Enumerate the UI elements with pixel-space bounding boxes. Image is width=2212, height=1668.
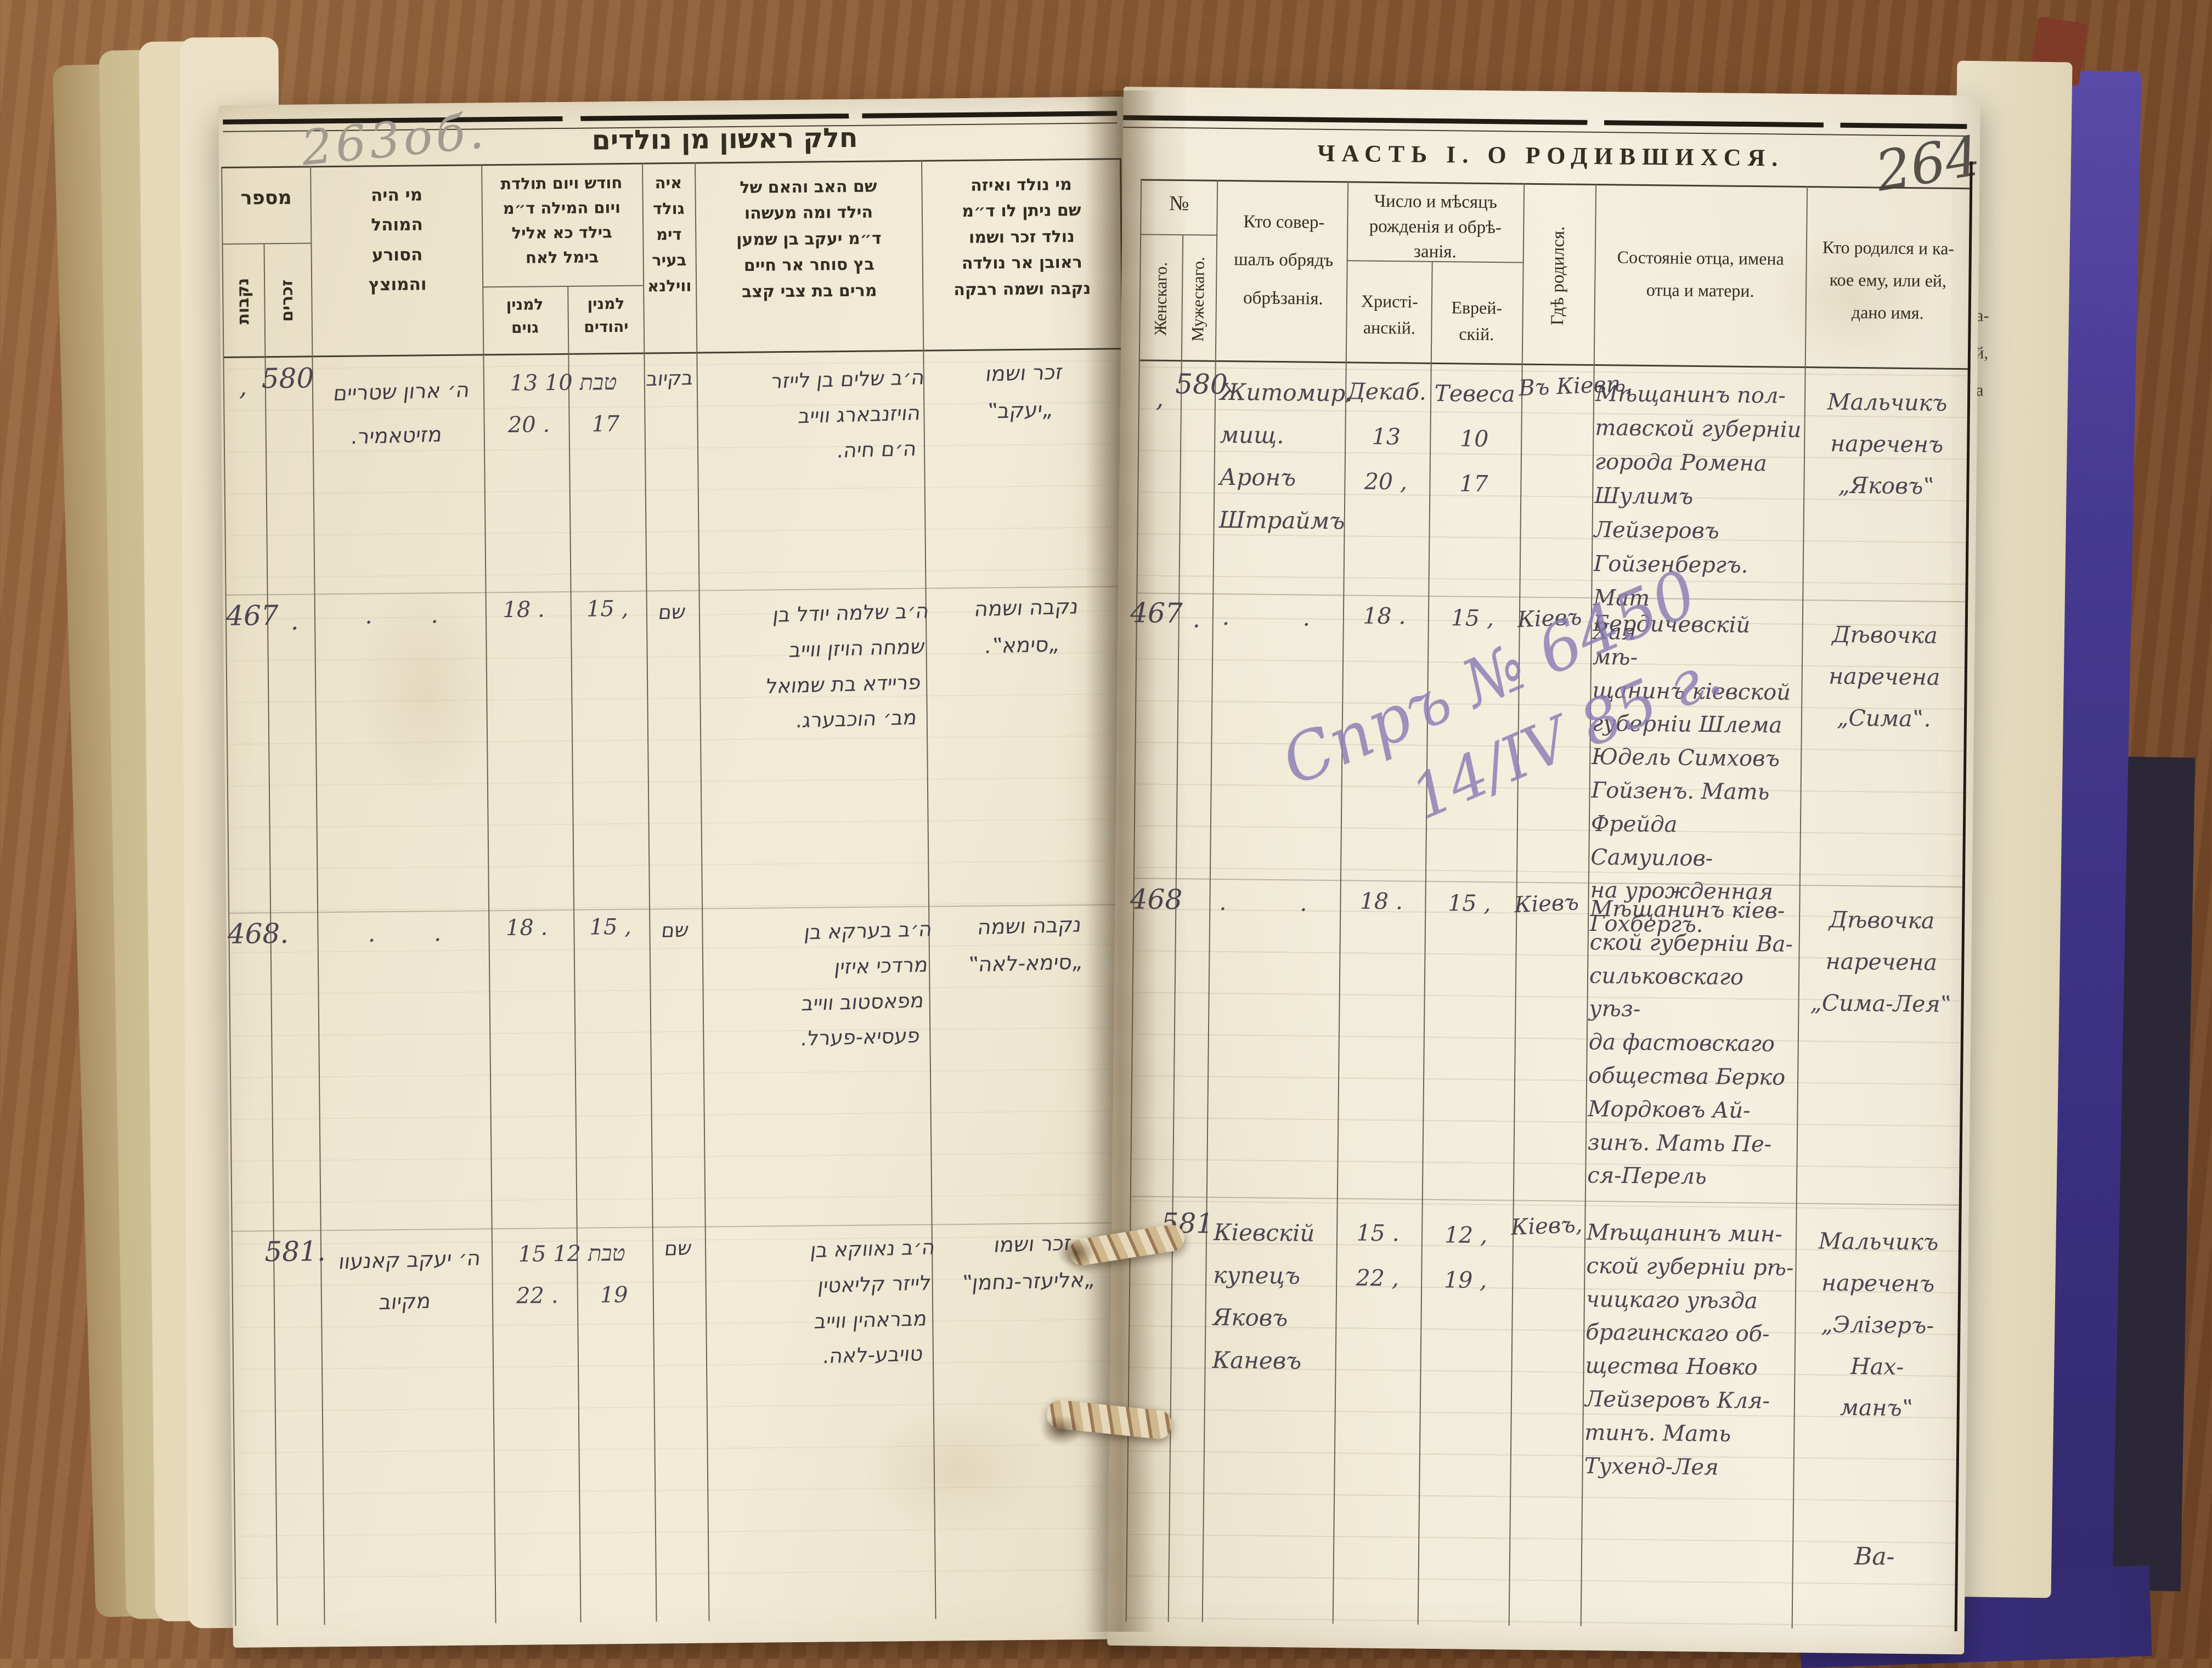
record-dates: 13 טבת 10 20 . 17 [507,370,620,438]
left-page: חלק ראשון מן נולדים 263об. מספר נקבות זכ… [218,97,1139,1648]
record-dates: 18 . 15 , [503,596,629,623]
right-page-title: ЧАСТЬ I. О РОДИВШИХСЯ. [1317,139,1785,172]
record-name-given: Дѣвочка наречена „Сима‟. [1828,621,1940,732]
record-mohel: . . [364,601,438,629]
record-name-given: Мальчикъ нареченъ „Яковъ‟ [1827,388,1948,500]
header-dates-secular: למנין גוים [506,295,544,337]
record-father-mother: ה׳ב שלמה יודל בן שמחה הויזן ווייב פריידא… [764,599,930,733]
record-where-born: Кіевъ [1514,890,1579,918]
record-num-female: 468. [227,917,289,950]
record-date-christian: 15 . 22 , [1356,1219,1400,1292]
record-where-born: שם [657,601,687,624]
record-date-jewish: 12 , 19 , [1443,1222,1488,1294]
header-dates: חודש ויום תולדת ויום המילה ד״מ בילד כא א… [500,173,623,267]
header-where-born: Гдѣ родился. [1547,226,1568,326]
page-ruling [226,360,1133,1608]
grid-line [482,285,644,288]
record-father-mother: ה׳ב שלים בן לייזר הויזנבארג ווייב ה׳ם חי… [770,365,926,462]
record-num-male: . [1192,605,1201,634]
record-where-born: Кіевъ, [1510,1212,1583,1241]
header-dates-jewish: למנין יהודים [584,294,629,336]
record-dates: 15 טבת 12 22 . 19 [516,1240,628,1309]
record-father-mother: Мѣщанинъ мин- ской губерніи рѣ- чицкаго … [1584,1219,1794,1480]
grid-line [1123,126,1967,137]
record-num-female: 467 [225,599,279,632]
record-num-male: 581. [264,1235,326,1268]
grid-line [1123,115,1967,129]
record-date-christian: 18 . [1359,887,1403,915]
record-num-male: 580 [1175,368,1228,401]
record-date-christian: 18 . [1363,602,1406,630]
header-mohel: מי היה המוהל הסורע והמוצץ [368,185,427,295]
record-mohel: Житомир. мищ. Аронъ Штраймъ [1218,378,1353,535]
header-where-born: איה גולד דימ בעיר ווילנא [647,173,692,296]
header-number-male: Мужескаго. [1188,256,1208,342]
record-where-born: Въ Кіевѣ, [1518,371,1633,402]
record-father-mother: Мѣщанинъ кіев- ской губерніи Ва- сильков… [1587,896,1793,1190]
record-mohel: . . [1222,603,1311,631]
record-mohel: . . [368,919,442,947]
record-date-christian: Декаб. 13 20 , [1347,378,1427,495]
record-where-born: בקיוב [645,366,695,391]
header-number-male: זכרים [277,279,297,322]
header-father-mother: Состояніе отца, имена отца и матери. [1617,247,1784,301]
header-mohel: Кто совер- шалъ обрядъ обрѣзанія. [1234,212,1334,309]
gutter-shadow [1085,91,1156,1632]
left-page-title: חלק ראשון מן נולדים [591,122,858,156]
header-dates-jewish: Еврей- скій. [1451,297,1503,344]
record-name-given: Мальчикъ нареченъ „Элізеръ-Нах- манъ‟ [1818,1228,1939,1422]
record-name-given: Дѣвочка наречена „Сима-Лея‟ [1810,906,1952,1017]
record-num-male: . [290,606,299,636]
header-father-mother: שם האב והאם של הילד ומה מעשהו ד״מ יעקב ב… [736,177,882,302]
record-father-mother: ה׳ב נאווקא בן לייזר קליאטין מבראהין וויי… [809,1235,937,1369]
record-dates: 18 . 15 , [505,914,632,941]
record-where-born: שם [660,919,690,942]
record-mohel: ה׳ ארון שטריים מזיטאמיר. [332,377,471,449]
grid-line [1141,179,1973,190]
header-number-female: נקבות [233,278,253,325]
record-mohel: ה׳ יעקב קאנעוו מקיוב [337,1246,482,1315]
record-num-female: , [239,371,247,402]
record-where-born: שם [663,1237,693,1260]
edge-text-fragments: ка- ей, на [1967,305,1990,400]
header-dates-christian: Христі- анскій. [1361,291,1419,338]
right-page: ЧАСТЬ I. О РОДИВШИХСЯ. 264 № Женскаго. М… [1107,87,1985,1655]
record-num-male: 580 [261,362,314,395]
record-father-mother: ה׳ב בערקא בן מרדכי איזין מפאסטוב ווייב פ… [799,917,934,1051]
record-mohel: Кіевскій купецъ Яковъ Каневъ [1212,1218,1315,1375]
record-date-jewish: Тевеса 10 17 [1434,380,1523,497]
record-name-extra: Ва- [1854,1542,1895,1571]
header-name-given: Кто родился и ка- кое ему, или ей, дано … [1822,237,1955,323]
record-date-jewish: 15 , [1448,890,1491,917]
record-mohel: . . [1219,888,1307,917]
header-dates: Число и мѣсяцъ рожденія и обрѣ- занія. [1369,191,1502,262]
header-number: מספר [240,186,292,210]
